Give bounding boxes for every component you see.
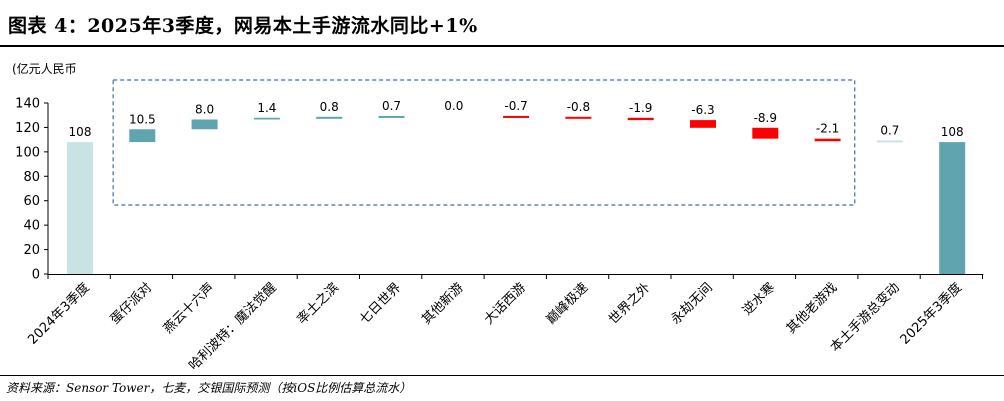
y-tick-label: 100	[15, 145, 40, 160]
bar	[752, 127, 779, 139]
data-label: 108	[941, 125, 964, 139]
data-label: -6.3	[691, 103, 714, 117]
x-tick-label: 逆水寒	[739, 280, 778, 319]
unit-label: (亿元人民币	[12, 62, 77, 76]
y-tick-label: 60	[23, 194, 40, 209]
bar	[627, 117, 654, 121]
chart-title: 图表 4：2025年3季度，网易本土手游流水同比+1%	[8, 15, 478, 37]
x-tick-label: 大话西游	[482, 280, 529, 327]
title-rule	[0, 45, 1004, 47]
highlight-box	[112, 79, 856, 206]
y-tick-label: 20	[23, 243, 40, 258]
bar	[565, 116, 592, 119]
bar	[503, 115, 530, 118]
x-tick-label: 巅峰极速	[544, 280, 591, 327]
source-rule	[0, 375, 1004, 376]
y-tick-label: 80	[23, 170, 40, 185]
x-tick-label: 2025年3季度	[897, 280, 965, 348]
bars-layer	[67, 115, 966, 274]
bar	[191, 119, 218, 130]
bar	[939, 142, 966, 274]
data-label: 0.8	[320, 100, 339, 114]
axis-layer: 0 20 40 60 80 100 120 140	[15, 97, 984, 283]
x-tick-label: 2024年3季度	[25, 280, 93, 348]
data-label: -1.9	[629, 101, 652, 115]
y-tick-label: 120	[15, 121, 40, 136]
bar	[814, 138, 841, 142]
y-tick-label: 40	[23, 219, 40, 234]
x-tick-label: 其他新游	[419, 280, 467, 328]
x-tick-label: 率土之滨	[294, 280, 342, 328]
bar	[67, 142, 93, 274]
x-tick-label: 七日世界	[357, 280, 404, 327]
x-tick-label: 世界之外	[606, 280, 653, 327]
bar	[876, 140, 903, 143]
x-tick-label: 蛋仔派对	[108, 280, 155, 327]
bar	[378, 115, 405, 118]
y-tick-label: 0	[32, 268, 40, 283]
data-label: 0.7	[880, 123, 899, 137]
bar	[690, 120, 716, 128]
data-label: -0.7	[504, 99, 527, 113]
data-label: 1.4	[257, 101, 276, 115]
source-note: 资料来源：Sensor Tower，七麦，交银国际预测（按iOS比例估算总流水）	[6, 381, 412, 395]
x-tick-label: 其他老游戏	[784, 280, 841, 337]
bar	[316, 116, 343, 119]
data-label: 0.7	[382, 99, 401, 113]
data-label: -2.1	[816, 122, 839, 136]
data-label: 0.0	[444, 99, 463, 113]
data-label: -0.8	[567, 100, 590, 114]
bar	[253, 117, 280, 120]
bar	[129, 129, 156, 143]
x-tick-label: 燕云十六声	[161, 280, 218, 337]
x-tick-label: 永劫无间	[668, 280, 715, 327]
data-label: 8.0	[195, 102, 214, 116]
data-label: 10.5	[129, 112, 156, 126]
data-label: 108	[69, 125, 92, 139]
data-label: -8.9	[754, 111, 777, 125]
y-tick-label: 140	[15, 97, 40, 112]
